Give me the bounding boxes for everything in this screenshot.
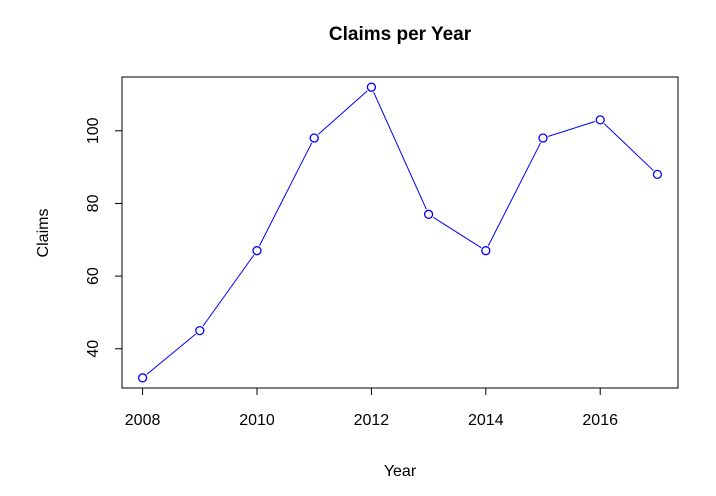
line-segment (259, 142, 313, 246)
y-tick-label: 40 (85, 340, 102, 358)
data-point (309, 133, 319, 143)
data-point (137, 373, 148, 383)
data-point (252, 246, 262, 256)
data-point (423, 209, 434, 219)
line-segment (432, 216, 482, 249)
x-tick-label: 2010 (239, 412, 275, 429)
x-tick-label: 2016 (582, 412, 618, 429)
line-segment (373, 91, 427, 210)
line-segment (202, 254, 255, 327)
line-segment (317, 90, 368, 135)
x-tick-label: 2014 (468, 412, 504, 429)
y-tick-label: 80 (85, 194, 102, 212)
plot-frame (121, 76, 679, 389)
data-point (195, 325, 205, 336)
data-point (481, 246, 491, 256)
line-segment (487, 142, 541, 246)
line-segment (548, 121, 596, 137)
x-tick-label: 2008 (125, 412, 161, 429)
data-point (366, 82, 377, 92)
x-axis-label: Year (384, 463, 417, 480)
x-tick-label: 2012 (354, 412, 390, 429)
y-tick-label: 100 (85, 117, 102, 144)
data-point (652, 169, 663, 180)
line-segment (603, 123, 654, 171)
data-series (137, 82, 663, 383)
data-point (538, 133, 548, 143)
y-axis-label: Claims (35, 209, 52, 258)
y-tick-label: 60 (85, 267, 102, 285)
x-axis: 2008 2010 2012 2014 2016 (125, 387, 618, 429)
data-point (595, 115, 605, 125)
chart-title: Claims per Year (329, 24, 472, 45)
line-segment (146, 333, 196, 375)
y-axis: 40 60 80 100 (85, 117, 123, 358)
